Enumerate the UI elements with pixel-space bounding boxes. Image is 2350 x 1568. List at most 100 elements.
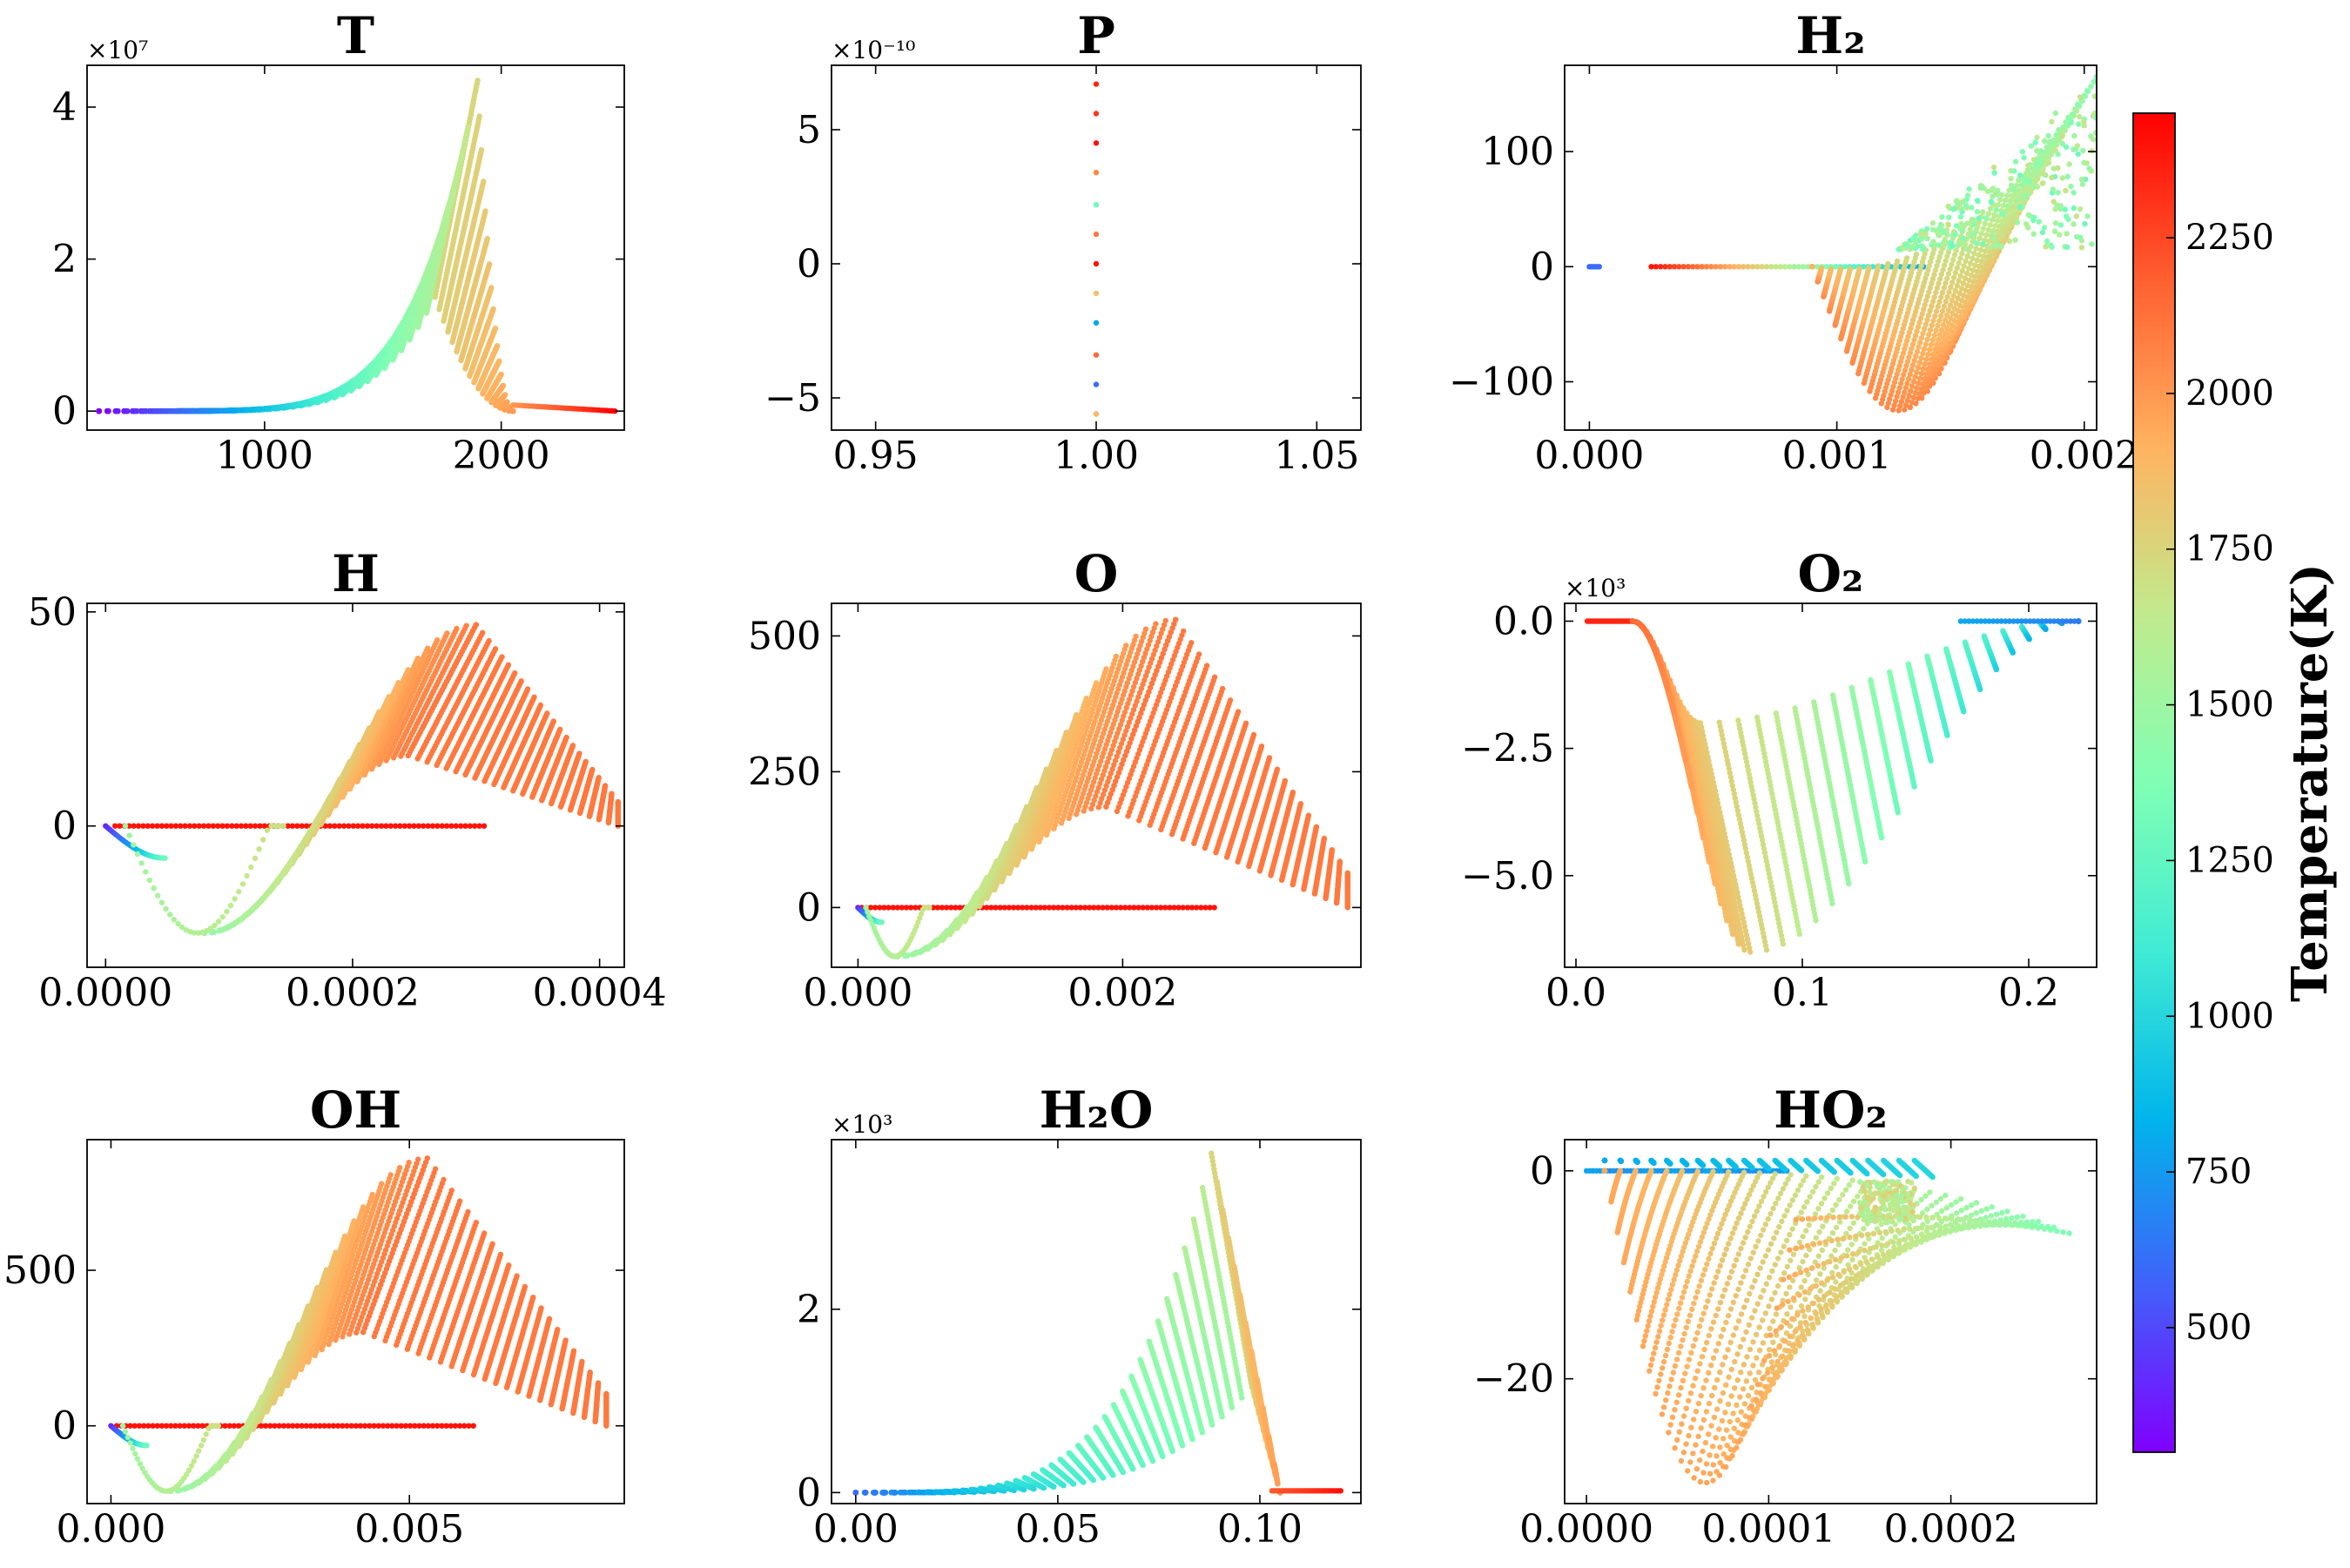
data-point xyxy=(1907,371,1913,377)
y-tick-label: 5 xyxy=(797,108,821,152)
data-point xyxy=(504,399,510,405)
data-point xyxy=(1902,346,1908,353)
scatter-points xyxy=(1586,74,2097,414)
data-point xyxy=(1093,381,1100,387)
data-point xyxy=(304,399,310,405)
data-point xyxy=(1921,390,1927,396)
data-point xyxy=(436,232,443,239)
data-point xyxy=(172,408,178,414)
data-point xyxy=(1912,390,1918,396)
data-point xyxy=(1795,264,1802,270)
data-point xyxy=(1948,315,1954,321)
y-tick-label: 4 xyxy=(52,85,77,130)
data-point xyxy=(1938,340,1945,347)
data-point xyxy=(1763,264,1770,270)
data-point xyxy=(1923,371,1929,377)
data-point xyxy=(1924,336,1930,343)
data-point xyxy=(1909,341,1916,347)
data-point xyxy=(133,408,140,414)
data-point xyxy=(1699,264,1705,270)
data-point xyxy=(1889,387,1895,394)
data-point xyxy=(1749,264,1756,270)
data-point xyxy=(418,283,424,290)
data-point xyxy=(1093,411,1100,417)
data-point xyxy=(611,408,618,414)
data-point xyxy=(1899,376,1905,382)
data-point xyxy=(1896,385,1902,391)
data-point xyxy=(1899,354,1905,360)
data-point xyxy=(1935,336,1942,343)
data-point xyxy=(1909,321,1915,327)
data-point xyxy=(1926,375,1932,381)
data-point xyxy=(1895,367,1902,373)
data-point xyxy=(1920,330,1926,337)
data-point xyxy=(1093,231,1100,238)
data-point xyxy=(1925,366,1931,373)
data-point xyxy=(1900,394,1906,400)
data-point xyxy=(1926,332,1932,338)
data-point xyxy=(1953,300,1959,306)
data-point xyxy=(1905,375,1912,382)
data-point xyxy=(1930,318,1936,324)
axes-frame xyxy=(831,64,1362,431)
data-point xyxy=(1909,383,1916,389)
data-point xyxy=(500,382,507,389)
data-point xyxy=(1914,328,1920,334)
data-point xyxy=(1662,264,1668,270)
data-point xyxy=(1833,264,1839,270)
data-point xyxy=(266,405,273,412)
data-point xyxy=(1893,375,1899,381)
data-point xyxy=(481,178,487,185)
data-point xyxy=(1093,170,1100,176)
data-point xyxy=(486,261,493,267)
data-point xyxy=(389,336,395,343)
data-point xyxy=(1657,264,1664,270)
y-tick-label: 2 xyxy=(52,238,77,282)
data-point xyxy=(1093,140,1100,146)
data-point xyxy=(1910,394,1916,401)
x-tick-label: 1.05 xyxy=(1274,434,1359,478)
data-point xyxy=(1791,264,1797,270)
x-tick-label: 1.00 xyxy=(1054,434,1139,478)
data-point xyxy=(247,407,253,413)
data-point xyxy=(1943,330,1949,336)
data-point xyxy=(465,124,471,131)
data-point xyxy=(1093,260,1100,267)
data-point xyxy=(1918,386,1924,392)
y-tick-label: 0 xyxy=(797,242,821,286)
data-point xyxy=(342,383,348,389)
data-point xyxy=(1904,359,1911,365)
data-point xyxy=(1925,351,1931,358)
data-point xyxy=(1648,264,1654,270)
data-point xyxy=(1915,395,1921,401)
data-point xyxy=(313,396,320,402)
data-point xyxy=(488,285,495,291)
data-point xyxy=(1667,264,1673,270)
data-point xyxy=(1694,264,1700,270)
data-point xyxy=(399,321,405,327)
data-point xyxy=(238,407,244,414)
data-point xyxy=(1923,356,1929,362)
data-point xyxy=(285,403,292,409)
data-point xyxy=(1773,264,1779,270)
data-point xyxy=(1944,325,1950,332)
data-point xyxy=(162,408,168,414)
data-point xyxy=(1842,264,1848,270)
data-point xyxy=(1930,351,1936,358)
data-point xyxy=(1895,407,1902,414)
data-point xyxy=(1919,395,1925,401)
data-point xyxy=(1929,322,1935,328)
data-point xyxy=(1922,376,1928,382)
data-point xyxy=(1916,391,1922,397)
data-point xyxy=(1914,385,1920,391)
data-point xyxy=(1896,362,1902,369)
data-point xyxy=(1906,354,1912,360)
data-point xyxy=(1938,313,1944,320)
data-point xyxy=(490,306,496,313)
data-point xyxy=(1894,371,1900,377)
data-point xyxy=(1921,346,1928,352)
data-point xyxy=(1781,264,1788,270)
data-point xyxy=(492,326,499,332)
